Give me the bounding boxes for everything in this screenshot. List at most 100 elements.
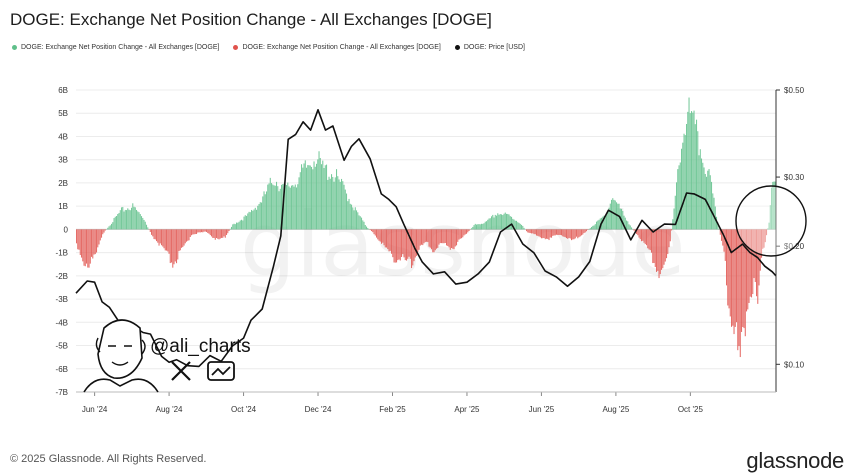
net-position-bar	[564, 229, 566, 238]
net-position-bar	[387, 229, 389, 250]
net-position-bar	[696, 119, 698, 230]
net-position-bar	[408, 229, 410, 257]
net-position-bar	[173, 229, 175, 265]
net-position-bar	[667, 229, 669, 255]
net-position-bar	[83, 229, 85, 266]
net-position-bar	[687, 111, 689, 230]
net-position-bar	[568, 229, 570, 238]
net-position-bar	[492, 214, 494, 230]
net-position-bar	[137, 211, 139, 230]
net-position-bar	[464, 229, 466, 235]
legend-item-negative[interactable]: DOGE: Exchange Net Position Change - All…	[233, 44, 441, 51]
net-position-bar	[488, 218, 490, 230]
net-position-bar	[647, 229, 649, 249]
net-position-bar	[683, 133, 685, 230]
net-position-bar	[632, 228, 634, 230]
net-position-bar	[457, 229, 459, 242]
net-position-bar	[487, 219, 489, 230]
net-position-bar	[151, 229, 153, 235]
net-position-bar	[742, 229, 744, 327]
net-position-bar	[276, 181, 278, 230]
net-position-bar	[543, 229, 545, 238]
net-position-bar	[293, 186, 295, 230]
y-left-tick-label: -2B	[56, 272, 68, 281]
net-position-bar	[516, 220, 518, 230]
net-position-bar	[252, 210, 254, 230]
net-position-bar	[371, 229, 373, 232]
net-position-bar	[447, 229, 449, 247]
net-position-bar	[389, 229, 391, 251]
net-position-bar	[593, 225, 595, 230]
y-left-tick-label: -7B	[56, 388, 68, 397]
highlight-ring	[735, 185, 807, 257]
net-position-bar	[107, 227, 109, 230]
net-position-bar	[134, 207, 136, 230]
net-position-bar	[291, 185, 293, 230]
net-position-bar	[479, 224, 481, 230]
net-position-bar	[193, 229, 195, 235]
legend-item-positive[interactable]: DOGE: Exchange Net Position Change - All…	[12, 44, 219, 51]
net-position-bar	[681, 148, 683, 230]
net-position-bar	[471, 228, 473, 230]
net-position-bar	[558, 229, 560, 235]
net-position-bar	[102, 229, 104, 235]
net-position-bar	[637, 229, 639, 236]
net-position-bar	[238, 221, 240, 230]
net-position-bar	[237, 222, 239, 230]
net-position-bar	[328, 176, 330, 230]
net-position-bar	[586, 229, 588, 232]
net-position-bar	[523, 227, 525, 230]
net-position-bar	[532, 229, 534, 234]
net-position-bar	[668, 229, 670, 248]
net-position-bar	[616, 202, 618, 230]
net-position-bar	[493, 217, 495, 230]
net-position-bar	[251, 209, 253, 230]
y-left-tick-label: 1B	[58, 202, 68, 211]
net-position-bar	[317, 159, 319, 230]
net-position-bar	[259, 202, 261, 230]
net-position-bar	[334, 177, 336, 230]
brand-logo[interactable]: glassnode	[746, 448, 844, 473]
net-position-bar	[182, 229, 184, 248]
net-position-bar	[118, 212, 120, 230]
y-left-tick-label: 3B	[58, 156, 68, 165]
net-position-bar	[719, 229, 721, 235]
net-position-bar	[577, 229, 579, 239]
net-position-bar	[623, 215, 625, 230]
net-position-bar	[768, 222, 770, 230]
legend-label-positive: DOGE: Exchange Net Position Change - All…	[21, 44, 220, 51]
net-position-bar	[511, 216, 513, 230]
net-position-bar	[728, 229, 730, 309]
net-position-bar	[203, 229, 205, 232]
net-position-bar	[753, 229, 755, 279]
net-position-bar	[391, 229, 393, 254]
net-position-bar	[184, 229, 186, 244]
net-position-bar	[394, 229, 396, 263]
net-position-bar	[374, 229, 376, 236]
net-position-bar	[339, 181, 341, 230]
net-position-bar	[432, 229, 434, 253]
net-position-bar	[158, 229, 160, 246]
net-position-bar	[557, 229, 559, 235]
net-position-bar	[204, 229, 206, 232]
net-position-bar	[356, 210, 358, 230]
net-position-bar	[288, 186, 290, 230]
y-left-tick-label: -1B	[56, 249, 68, 258]
net-position-bar	[453, 229, 455, 250]
legend-item-price[interactable]: DOGE: Price [USD]	[454, 44, 525, 51]
net-position-bar	[729, 229, 731, 317]
net-position-bar	[617, 203, 619, 230]
net-position-bar	[567, 229, 569, 239]
net-position-bar	[312, 169, 314, 230]
net-position-bar	[466, 229, 468, 234]
legend-label-price: DOGE: Price [USD]	[463, 44, 525, 51]
net-position-bar	[736, 229, 738, 323]
price-line[interactable]	[75, 109, 777, 368]
net-position-bar	[402, 229, 404, 255]
net-position-bar	[409, 229, 411, 259]
net-position-bar	[527, 229, 529, 233]
net-position-bar	[116, 215, 118, 230]
net-position-bar	[677, 169, 679, 230]
highlight-circle	[735, 185, 807, 257]
